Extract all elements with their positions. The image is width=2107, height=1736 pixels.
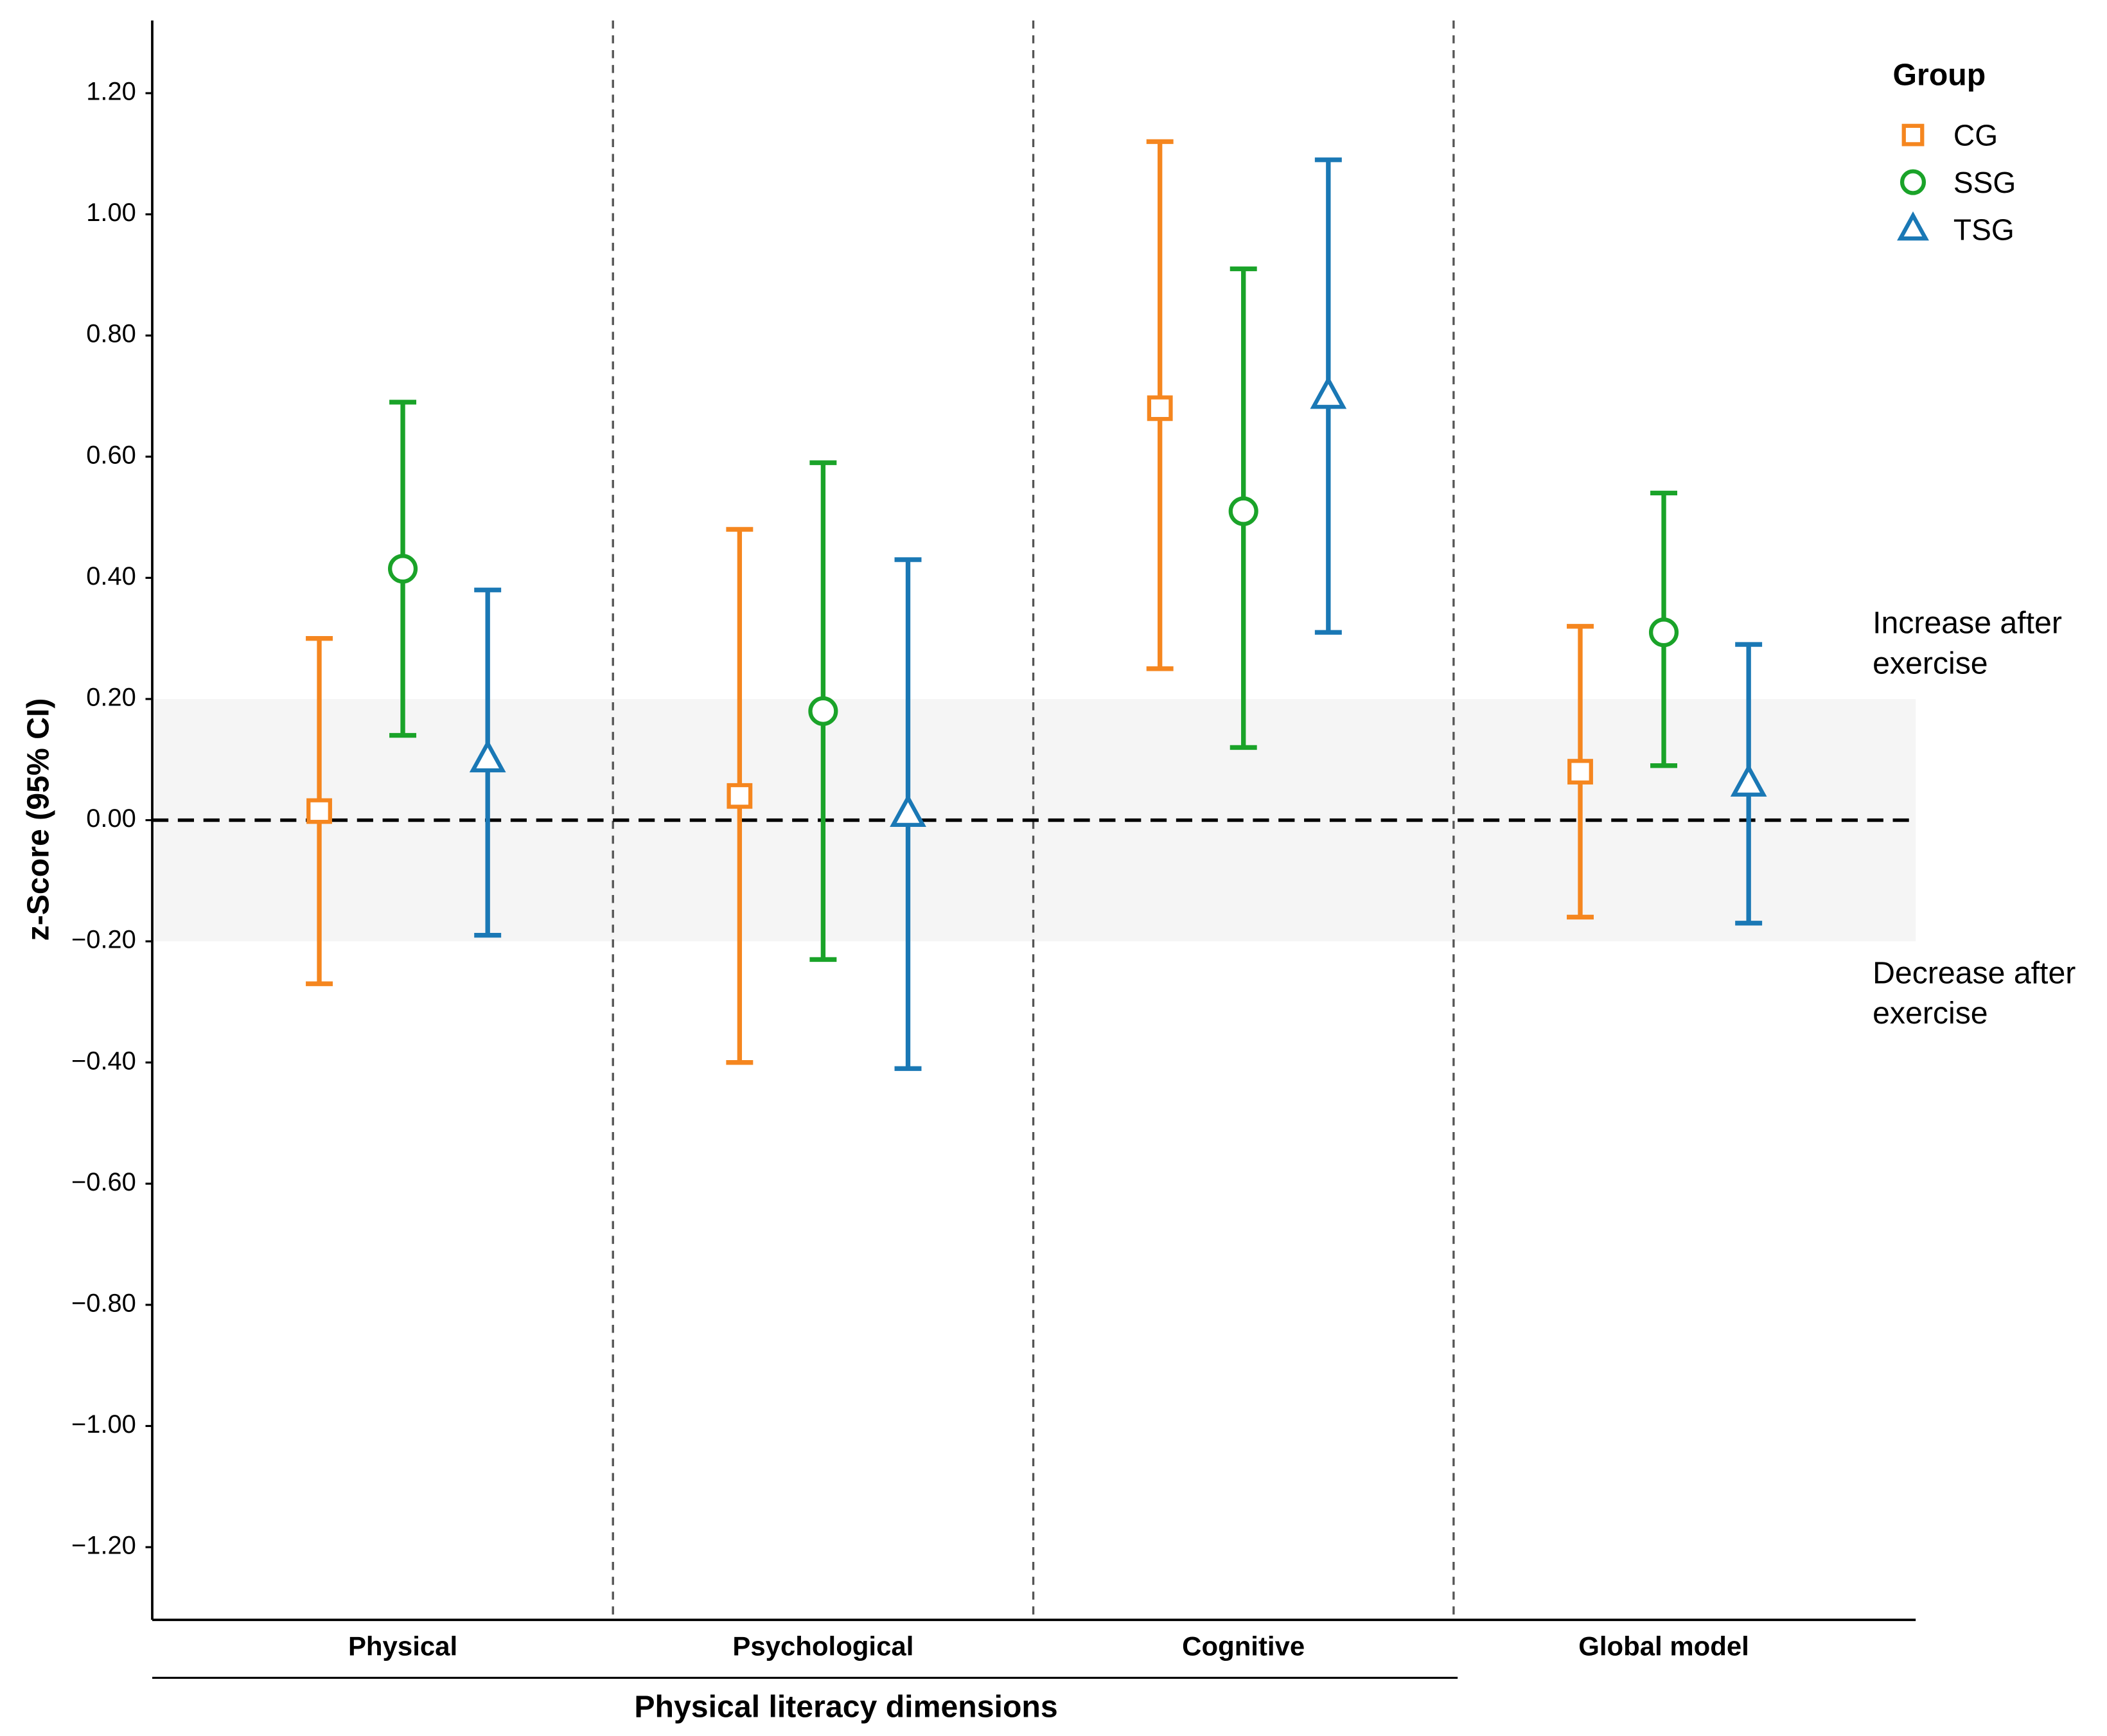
y-tick-label: 1.00 xyxy=(86,199,136,227)
y-tick-label: 0.20 xyxy=(86,683,136,711)
marker-triangle xyxy=(1310,375,1347,409)
marker-circle xyxy=(808,696,838,726)
y-tick-label: −0.20 xyxy=(71,926,136,954)
x-tick-label: Global model xyxy=(1578,1631,1749,1661)
marker-triangle xyxy=(1730,763,1767,797)
y-tick-label: 0.00 xyxy=(86,804,136,833)
marker-square xyxy=(1901,123,1925,146)
annotation: exercise xyxy=(1873,646,1988,680)
marker-triangle xyxy=(469,739,506,773)
y-axis-title: z-Score (95% CI) xyxy=(21,698,56,941)
marker-circle xyxy=(387,554,418,584)
y-tick-label: −0.40 xyxy=(71,1047,136,1075)
y-tick-label: 0.40 xyxy=(86,562,136,590)
y-tick-label: 0.60 xyxy=(86,441,136,469)
annotation: Decrease after xyxy=(1873,955,2076,990)
x-tick-label: Cognitive xyxy=(1182,1631,1305,1661)
annotation: exercise xyxy=(1873,996,1988,1031)
y-tick-label: −1.00 xyxy=(71,1410,136,1439)
x-tick-label: Physical xyxy=(348,1631,457,1661)
x-tick-label: Psychological xyxy=(732,1631,913,1661)
marker-triangle xyxy=(890,793,926,828)
x-axis-title: Physical literacy dimensions xyxy=(634,1689,1057,1724)
legend-title: Group xyxy=(1893,58,1986,93)
y-tick-label: −0.80 xyxy=(71,1289,136,1317)
legend-label: SSG xyxy=(1953,166,2016,199)
legend-label: TSG xyxy=(1953,213,2014,246)
marker-circle xyxy=(1900,169,1926,195)
y-tick-label: −1.20 xyxy=(71,1532,136,1560)
y-tick-label: 0.80 xyxy=(86,320,136,348)
annotation: Increase after xyxy=(1873,605,2062,640)
y-tick-label: −0.60 xyxy=(71,1168,136,1196)
marker-square xyxy=(1147,395,1173,421)
marker-circle xyxy=(1648,617,1679,648)
marker-square xyxy=(727,783,753,809)
legend-label: CG xyxy=(1953,119,1998,152)
marker-square xyxy=(306,798,332,824)
marker-triangle xyxy=(1897,211,1929,241)
y-tick-label: 1.20 xyxy=(86,78,136,106)
marker-square xyxy=(1567,759,1593,785)
marker-circle xyxy=(1228,496,1258,526)
